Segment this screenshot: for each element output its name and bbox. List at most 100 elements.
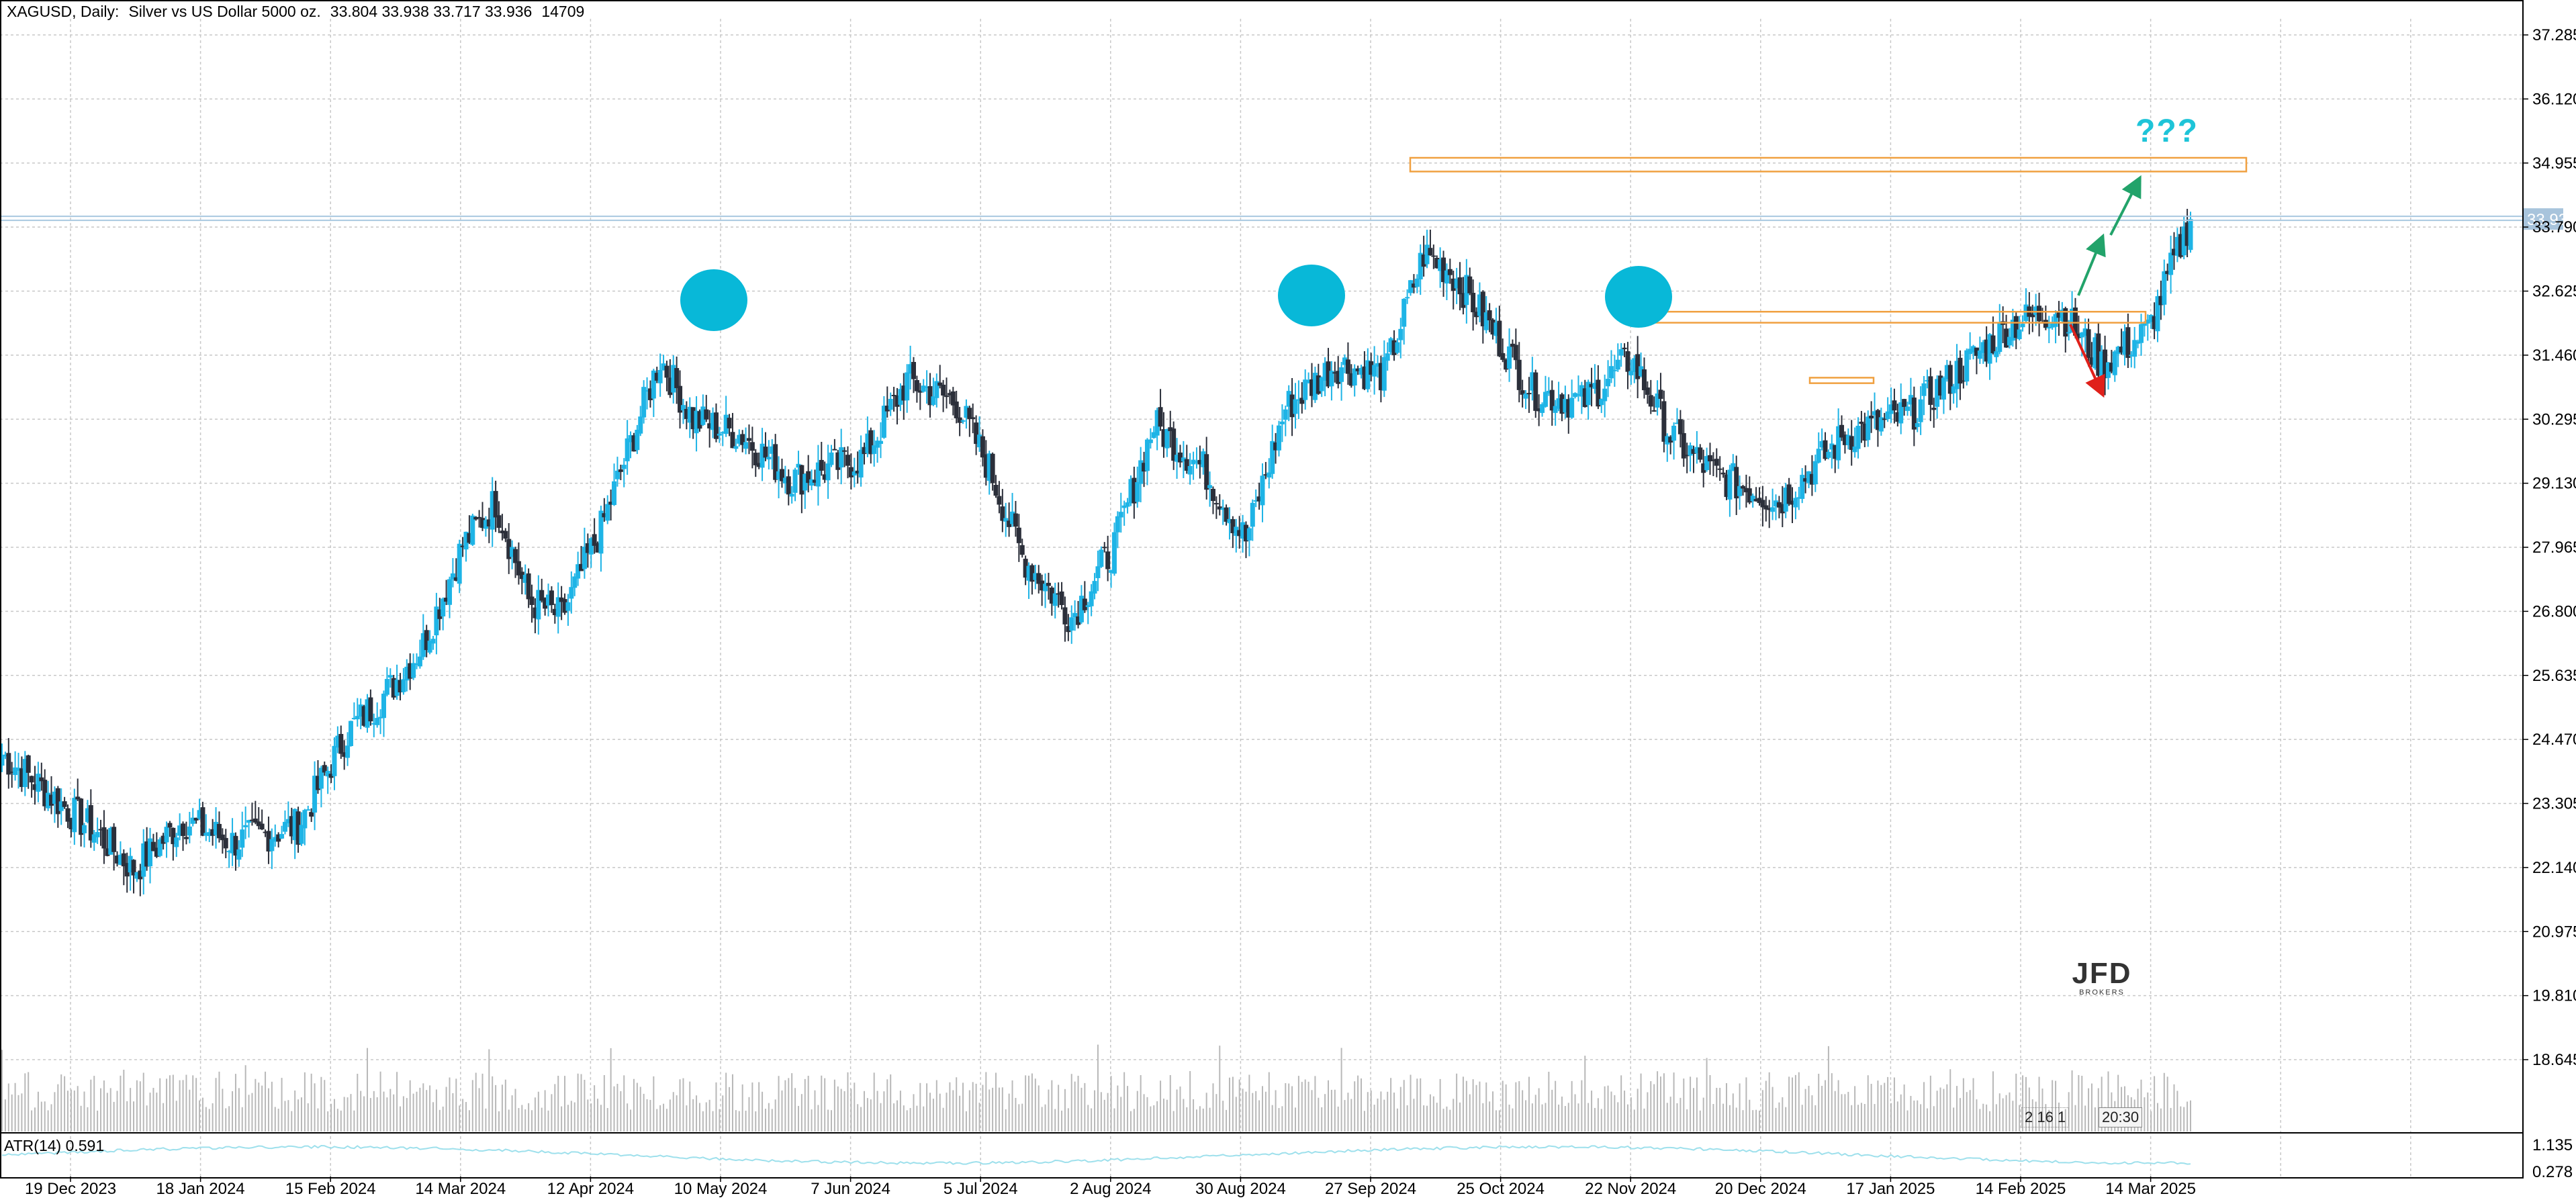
- candle-body: [131, 860, 136, 876]
- candle-body: [2119, 347, 2124, 353]
- candle-body: [720, 432, 725, 434]
- candle-body: [160, 835, 166, 844]
- candle-body: [1151, 432, 1156, 439]
- candle-body: [335, 735, 340, 748]
- candle-body: [684, 409, 689, 419]
- candle-body: [2105, 362, 2111, 378]
- candle-body: [671, 365, 676, 393]
- candle-body: [1072, 612, 1078, 618]
- candle-body: [105, 848, 110, 856]
- candle-body: [2053, 314, 2058, 327]
- candle-body: [2171, 248, 2176, 256]
- candle-body: [490, 491, 495, 530]
- candle-body: [1651, 410, 1657, 412]
- candle-body: [2050, 323, 2055, 328]
- candle-body: [1796, 497, 1802, 499]
- candle-body: [1362, 366, 1367, 389]
- candle-body: [342, 752, 347, 757]
- candle-body: [302, 810, 308, 829]
- candle-body: [150, 841, 156, 851]
- candle-body: [1845, 434, 1851, 445]
- candle-body: [533, 607, 538, 618]
- candle-body: [276, 834, 281, 842]
- candle-body: [1010, 511, 1015, 524]
- candle-body: [358, 704, 363, 717]
- candle-body: [210, 829, 216, 836]
- candle-body: [1286, 391, 1291, 407]
- candle-body: [782, 477, 788, 483]
- candle-body: [941, 384, 946, 396]
- candle-body: [1701, 463, 1706, 473]
- candle-body: [1720, 472, 1726, 475]
- candle-body: [1135, 481, 1140, 502]
- candle-body: [2076, 333, 2081, 338]
- candle-body: [1240, 522, 1246, 539]
- candle-body: [1753, 499, 1759, 502]
- candle-body: [437, 609, 443, 619]
- candle-body: [82, 825, 87, 833]
- candle-body: [220, 834, 225, 841]
- candle-body: [2155, 296, 2160, 332]
- candle-body: [263, 831, 268, 833]
- description-label: Silver vs US Dollar 5000 oz.: [128, 3, 321, 20]
- candle-body: [1493, 322, 1499, 336]
- candle-body: [1447, 269, 1453, 275]
- candle-body: [1510, 343, 1515, 347]
- candle-body: [839, 447, 844, 468]
- candle-body: [990, 453, 995, 483]
- candle-body: [960, 420, 966, 422]
- candle-body: [635, 429, 640, 451]
- candle-body: [822, 474, 827, 480]
- candle-body: [1585, 381, 1591, 406]
- candle-body: [1336, 371, 1341, 384]
- candle-body: [710, 412, 716, 430]
- candle-body: [872, 445, 877, 454]
- candle-body: [2138, 324, 2144, 343]
- candle-body: [1197, 459, 1203, 465]
- candle-body: [1691, 449, 1696, 454]
- candle-body: [1049, 588, 1054, 604]
- candle-body: [1859, 421, 1864, 424]
- candle-body: [378, 717, 383, 719]
- candle-body: [1915, 423, 1920, 427]
- candle-body: [2152, 316, 2157, 330]
- candle-body: [1164, 429, 1170, 449]
- candle-body: [588, 538, 594, 555]
- candle-body: [855, 470, 860, 474]
- candle-body: [200, 807, 205, 836]
- candle-body: [1279, 421, 1285, 424]
- candle-body: [68, 817, 74, 829]
- candle-body: [1684, 455, 1690, 457]
- candle-body: [1569, 398, 1575, 418]
- candle-body: [891, 395, 896, 397]
- candle-body: [134, 872, 140, 879]
- candle-body: [1019, 545, 1025, 555]
- candle-body: [1148, 439, 1153, 443]
- candle-body: [2010, 320, 2015, 341]
- candle-body: [1230, 519, 1236, 534]
- candle-body: [203, 833, 209, 836]
- candle-body: [1059, 591, 1064, 606]
- candle-body: [1520, 390, 1525, 395]
- candle-body: [1902, 399, 1907, 408]
- candle-body: [1862, 423, 1868, 441]
- candle-body: [355, 716, 360, 720]
- candle-body: [2165, 271, 2170, 275]
- candle-body: [618, 469, 623, 472]
- candle-body: [269, 839, 275, 851]
- candle-body: [1471, 292, 1476, 312]
- candle-body: [1158, 407, 1163, 427]
- candle-body: [1645, 387, 1650, 395]
- candle-body: [543, 598, 548, 609]
- candle-body: [1454, 279, 1459, 289]
- candle-body: [1177, 452, 1183, 463]
- candle-body: [1717, 468, 1722, 470]
- candle-body: [1016, 527, 1021, 543]
- candle-body: [2158, 295, 2164, 306]
- candle-body: [967, 408, 972, 420]
- candle-body: [898, 389, 903, 405]
- candle-body: [1418, 252, 1423, 280]
- candle-body: [1095, 566, 1101, 578]
- y-tick-label: 30.295: [2532, 410, 2576, 428]
